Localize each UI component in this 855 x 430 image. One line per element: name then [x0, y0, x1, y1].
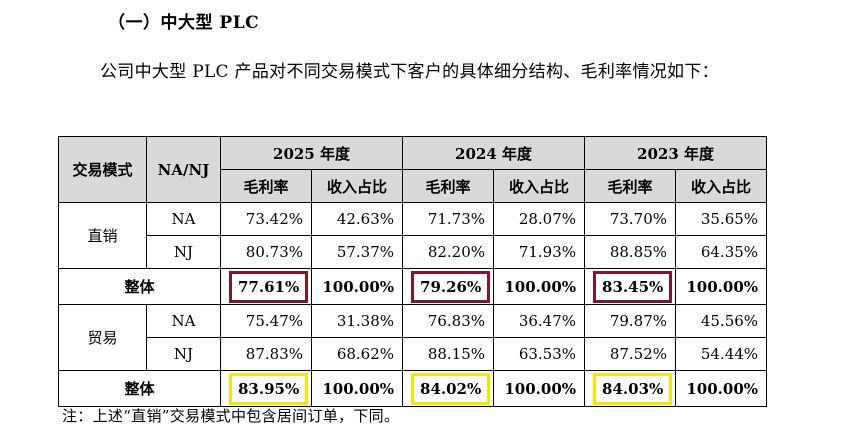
table-row-overall: 整体 77.61% 100.00% 79.26% 100.00% 83.45% … — [58, 268, 768, 305]
subtype-label: NJ — [146, 337, 221, 371]
table-cell: 42.63% — [310, 202, 404, 236]
table-row: 贸易 NA 75.47% 31.38% 76.83% 36.47% 79.87%… — [58, 304, 768, 371]
header-revenue-share: 收入占比 — [493, 169, 586, 203]
table-cell: 82.20% — [402, 235, 495, 269]
overall-label: 整体 — [58, 268, 221, 305]
highlighted-gross-margin: 79.26% — [411, 270, 491, 303]
table-note: 注：上述“直销”交易模式中包含居间订单，下同。 — [62, 407, 400, 425]
highlighted-gross-margin: 84.03% — [593, 372, 673, 405]
table-cell: 100.00% — [675, 268, 768, 305]
highlighted-gross-margin: 77.61% — [229, 270, 309, 303]
table-cell: 73.42% — [220, 202, 312, 236]
mode-direct: 直销 — [58, 202, 147, 269]
table-cell: 87.83% — [220, 337, 312, 371]
table-cell: 100.00% — [493, 370, 586, 407]
table-row: 直销 NA 73.42% 42.63% 71.73% 28.07% 73.70%… — [58, 202, 768, 269]
section-title: （一）中大型 PLC — [108, 13, 260, 33]
subtype-label: NA — [146, 202, 221, 236]
table-cell: 28.07% — [493, 202, 586, 236]
gross-margin-table: 交易模式 NA/NJ 2025 年度 2024 年度 2023 年度 毛利率 收… — [58, 136, 768, 407]
subtype-label: NJ — [146, 235, 221, 269]
table-cell: 57.37% — [310, 235, 404, 269]
table-cell: 71.93% — [493, 235, 586, 269]
table-cell: 100.00% — [493, 268, 586, 305]
table-cell: 100.00% — [310, 370, 404, 407]
table-row: NJ 80.73% 57.37% 82.20% 71.93% 88.85% 64… — [59, 235, 768, 269]
table-cell: 88.15% — [402, 337, 495, 371]
table-cell: 68.62% — [310, 337, 404, 371]
header-year-2024: 2024 年度 — [402, 136, 586, 170]
table-cell: 76.83% — [402, 304, 495, 338]
table-cell: 36.47% — [493, 304, 586, 338]
header-mode: 交易模式 — [58, 136, 147, 203]
highlighted-gross-margin: 83.95% — [229, 372, 309, 405]
header-gross-margin: 毛利率 — [220, 169, 312, 203]
table-cell: 63.53% — [493, 337, 586, 371]
table-row: NJ 87.83% 68.62% 88.15% 63.53% 87.52% 54… — [59, 337, 768, 371]
header-year-2023: 2023 年度 — [584, 136, 768, 170]
table-cell: 79.87% — [584, 304, 677, 338]
table-cell: 75.47% — [220, 304, 312, 338]
table-cell: 31.38% — [310, 304, 404, 338]
table-cell: 88.85% — [584, 235, 677, 269]
header-gross-margin: 毛利率 — [584, 169, 677, 203]
header-year-2025: 2025 年度 — [219, 136, 404, 170]
header-revenue-share: 收入占比 — [310, 169, 404, 203]
highlighted-gross-margin: 83.45% — [593, 270, 673, 303]
table-cell: 87.52% — [584, 337, 677, 371]
table-cell: 100.00% — [310, 268, 404, 305]
mode-trade: 贸易 — [58, 304, 147, 371]
subtype-label: NA — [146, 304, 221, 338]
header-revenue-share: 收入占比 — [675, 169, 768, 203]
header-na-nj: NA/NJ — [146, 136, 221, 203]
table-row-overall: 整体 83.95% 100.00% 84.02% 100.00% 84.03% … — [58, 370, 768, 407]
overall-label: 整体 — [58, 370, 221, 407]
table-cell: 71.73% — [402, 202, 495, 236]
table-cell: 35.65% — [675, 202, 768, 236]
table-cell: 73.70% — [584, 202, 677, 236]
table-cell: 54.44% — [675, 337, 768, 371]
intro-paragraph: 公司中大型 PLC 产品对不同交易模式下客户的具体细分结构、毛利率情况如下： — [100, 62, 719, 82]
table-cell: 80.73% — [220, 235, 312, 269]
header-gross-margin: 毛利率 — [402, 169, 495, 203]
table-cell: 100.00% — [675, 370, 768, 407]
table-cell: 45.56% — [675, 304, 768, 338]
table-cell: 64.35% — [675, 235, 768, 269]
highlighted-gross-margin: 84.02% — [411, 372, 491, 405]
